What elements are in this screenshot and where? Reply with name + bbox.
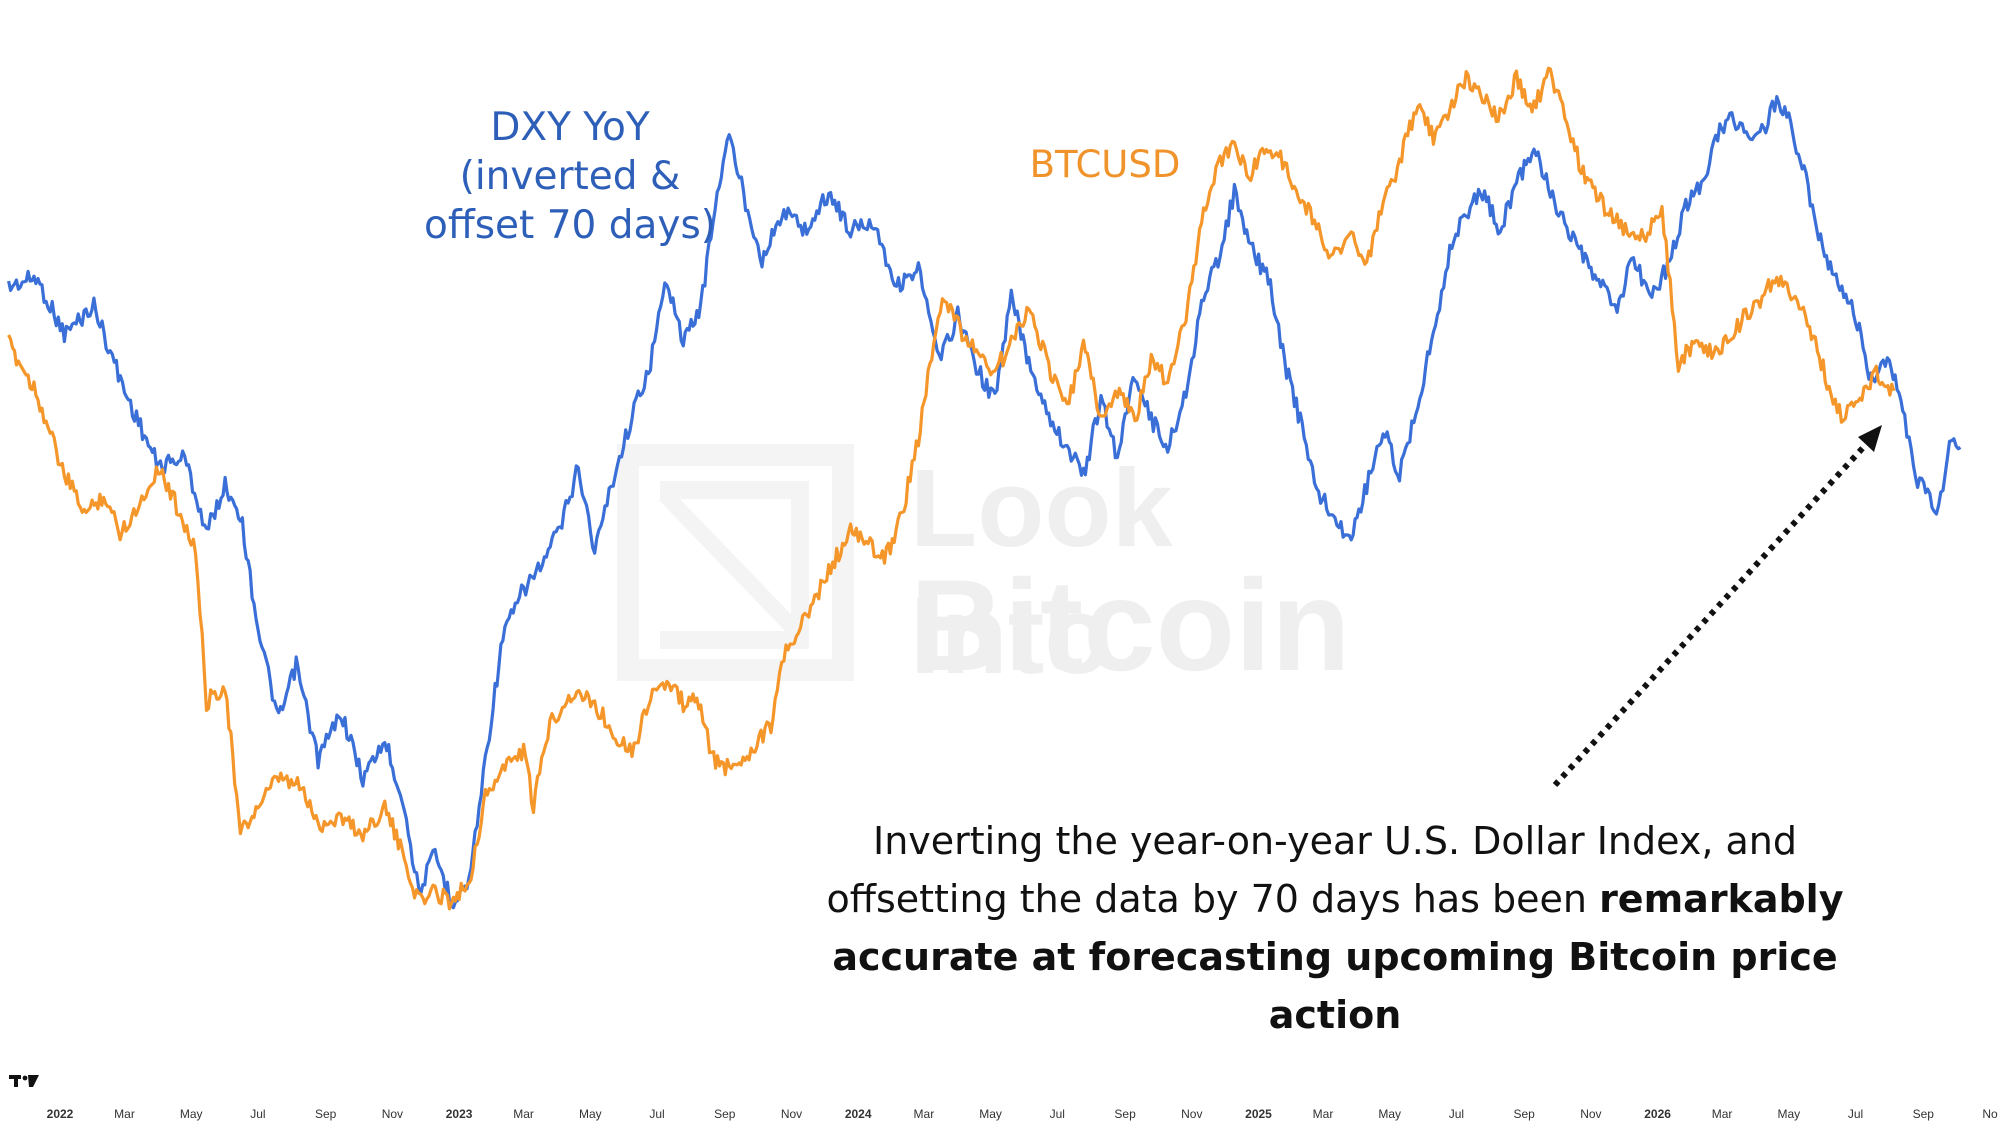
x-tick-label: 2023 [445, 1107, 473, 1121]
annotation-line1: Inverting the year-on-year U.S. Dollar I… [872, 819, 1797, 863]
x-tick-label: Jul [1847, 1107, 1864, 1121]
x-tick-label: 2025 [1245, 1107, 1272, 1121]
x-tick-label: Jul [1448, 1107, 1465, 1121]
series-line-btcusd [7, 66, 1896, 911]
x-tick-label: Sep [714, 1107, 736, 1121]
dxy-label-line1: DXY YoY [490, 105, 650, 150]
annotation-text: Inverting the year-on-year U.S. Dollar I… [795, 812, 1875, 1044]
x-tick-label: May [179, 1107, 203, 1121]
x-tick-label: May [979, 1107, 1002, 1121]
dxy-series-label: DXY YoY (inverted & offset 70 days) [380, 104, 760, 250]
annotation-line2-normal: offsetting the data by 70 days has been [826, 877, 1600, 921]
dotted-arrow-icon [1552, 425, 1882, 788]
annotation-line3: accurate at forecasting upcoming Bitcoin… [795, 928, 1875, 1044]
x-tick-label: May [1378, 1107, 1402, 1121]
annotation-line2: offsetting the data by 70 days has been … [795, 870, 1875, 928]
x-tick-label: No [1982, 1107, 1998, 1121]
x-tick-label: Sep [1114, 1107, 1136, 1121]
x-tick-label: Mar [1312, 1107, 1334, 1121]
x-tick-label: Mar [513, 1107, 534, 1121]
dxy-label-line3: offset 70 days) [423, 202, 717, 248]
x-tick-label: Jul [1049, 1107, 1065, 1121]
x-tick-label: Nov [780, 1107, 803, 1121]
x-tick-label: Mar [913, 1107, 935, 1121]
x-tick-label: Nov [381, 1107, 404, 1121]
x-tick-label: Sep [1912, 1107, 1934, 1121]
x-tick-label: Nov [1580, 1107, 1602, 1121]
watermark-line2: Bitcoin [910, 552, 1351, 698]
x-tick-label: 2022 [46, 1107, 74, 1121]
x-tick-label: Mar [114, 1107, 135, 1121]
watermark-line1: Look Into [910, 447, 1173, 697]
x-tick-label: May [578, 1107, 602, 1121]
x-tick-label: May [1777, 1107, 1801, 1121]
x-tick-label: Mar [1711, 1107, 1733, 1121]
x-tick-label: Jul [250, 1107, 266, 1121]
annotation-line3-bold: accurate at forecasting upcoming Bitcoin… [832, 935, 1838, 1037]
watermark-logo-icon [617, 444, 854, 681]
x-tick-label: Sep [1513, 1107, 1535, 1121]
tradingview-logo-icon [9, 1075, 39, 1087]
series-layer [7, 66, 1962, 911]
x-tick-label: Nov [1181, 1107, 1203, 1121]
x-tick-label: 2026 [1644, 1107, 1671, 1121]
btc-series-label: BTCUSD [1029, 143, 1181, 186]
series-line-dxy [7, 95, 1962, 910]
annotation-line2-bold: remarkably [1599, 877, 1844, 921]
dxy-label-line2: (inverted & [459, 153, 681, 199]
x-tick-label: Jul [649, 1107, 665, 1121]
x-tick-label: Sep [315, 1107, 337, 1121]
watermark: Look Into Bitcoin [630, 447, 1390, 698]
x-tick-label: 2024 [844, 1107, 872, 1121]
